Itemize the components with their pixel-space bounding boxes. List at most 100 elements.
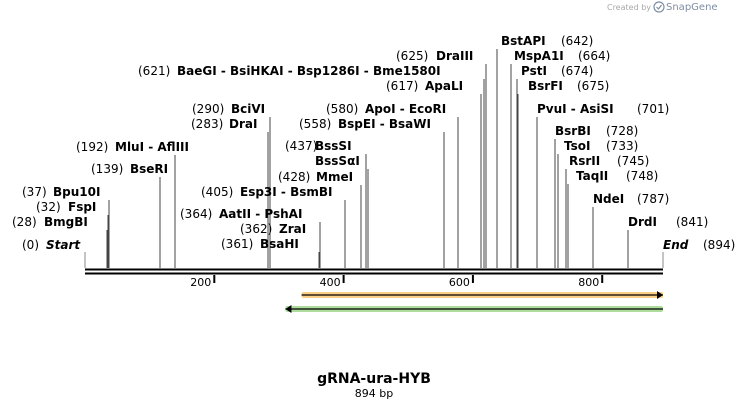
enzyme-name: DrdI	[628, 215, 657, 229]
enzyme-site[interactable]: (617) ApaLI	[386, 79, 463, 93]
enzyme-cut-position: (28)	[12, 215, 37, 229]
cut-site-lines	[84, 49, 664, 268]
enzyme-site[interactable]: (362) ZraI	[240, 222, 306, 236]
enzyme-name: BssSI	[315, 139, 352, 153]
enzyme-name: FspI	[68, 200, 96, 214]
enzyme-site[interactable]: (733) TsoI	[564, 139, 638, 153]
enzyme-cut-position: (674)	[561, 64, 593, 78]
enzyme-site[interactable]: (37) Bpu10I	[22, 185, 100, 199]
enzyme-name: MmeI	[316, 170, 353, 184]
enzyme-name: Bpu10I	[53, 185, 100, 199]
enzyme-cut-position: (32)	[36, 200, 61, 214]
enzyme-site[interactable]: (283) DraI	[191, 117, 257, 131]
enzyme-site[interactable]: (139) BseRI	[91, 162, 168, 176]
orange-feature[interactable]	[301, 291, 663, 299]
sequence-title: gRNA-ura-HYB	[317, 371, 431, 387]
enzyme-name: MluI - AflIII	[115, 140, 189, 154]
enzyme-cut-position: (139)	[91, 162, 123, 176]
enzyme-name: BaeGI - BsiHKAI - Bsp1286I - Bme1580I	[177, 64, 441, 78]
enzyme-labels: (37) Bpu10I(32) FspI (28) BmgBI (192) MluI - A…	[12, 34, 708, 251]
enzyme-name: DraI	[229, 117, 257, 131]
enzyme-cut-position: (428)	[278, 170, 310, 184]
enzyme-cut-position: (701)	[637, 102, 669, 116]
enzyme-name: MspA1I	[514, 49, 564, 63]
enzyme-cut-position: (664)	[578, 49, 610, 63]
enzyme-cut-position: (405)	[201, 185, 233, 199]
enzyme-site[interactable]: (437)BssSI	[285, 139, 352, 153]
enzyme-site[interactable]: BssSαI	[315, 154, 360, 168]
enzyme-cut-position: (192)	[76, 140, 108, 154]
enzyme-site[interactable]: (405) Esp3I - BsmBI	[201, 185, 332, 199]
enzyme-site[interactable]: (621) BaeGI - BsiHKAI - Bsp1286I - Bme158…	[138, 64, 441, 78]
end-position: (894)	[703, 238, 735, 252]
enzyme-cut-position: (361)	[221, 237, 253, 251]
sequence-length: 894 bp	[355, 387, 393, 400]
enzyme-site[interactable]: (701) PvuI - AsiSI	[537, 102, 669, 116]
enzyme-site[interactable]: (558) BspEI - BsaWI	[299, 117, 431, 131]
enzyme-name: Esp3I - BsmBI	[240, 185, 332, 199]
enzyme-site[interactable]: (290) BciVI	[192, 102, 265, 116]
enzyme-site[interactable]: (748) TaqII	[576, 169, 658, 183]
start-position: (0)	[22, 238, 39, 252]
enzyme-name: PstI	[521, 64, 547, 78]
enzyme-cut-position: (617)	[386, 79, 418, 93]
enzyme-name: NdeI	[593, 192, 624, 206]
enzyme-site[interactable]: (745) RsrII	[569, 154, 649, 168]
enzyme-site[interactable]: (28) BmgBI	[12, 215, 88, 229]
enzyme-cut-position: (728)	[606, 124, 638, 138]
enzyme-cut-position: (621)	[138, 64, 170, 78]
enzyme-name: ApoI - EcoRI	[365, 102, 446, 116]
enzyme-cut-position: (748)	[626, 169, 658, 183]
enzyme-cut-position: (290)	[192, 102, 224, 116]
enzyme-site[interactable]: (728) BsrBI	[555, 124, 638, 138]
enzyme-cut-position: (558)	[299, 117, 331, 131]
enzyme-cut-position: (841)	[676, 215, 708, 229]
enzyme-site[interactable]: (787) NdeI	[593, 192, 669, 206]
enzyme-site[interactable]: (192) MluI - AflIII	[76, 140, 189, 154]
enzyme-name: RsrII	[569, 154, 600, 168]
enzyme-name: AatII - PshAI	[219, 207, 302, 221]
green-feature[interactable]	[285, 305, 663, 313]
enzyme-site[interactable]: (642) BstAPI	[501, 34, 593, 48]
enzyme-site[interactable]: (32) FspI	[36, 200, 96, 214]
enzyme-site[interactable]: (674) PstI	[521, 64, 593, 78]
start-label: Start	[46, 238, 81, 252]
enzyme-site[interactable]: (675) BsrFI	[528, 79, 609, 93]
snapgene-brand: Created by SnapGene	[607, 1, 718, 13]
enzyme-site[interactable]: (364) AatII - PshAI	[180, 207, 302, 221]
enzyme-name: BseRI	[130, 162, 168, 176]
enzyme-name: PvuI - AsiSI	[537, 102, 614, 116]
enzyme-cut-position: (675)	[577, 79, 609, 93]
axis-tick-label: 400	[320, 276, 341, 289]
enzyme-site[interactable]: (428) MmeI	[278, 170, 353, 184]
enzyme-cut-position: (364)	[180, 207, 212, 221]
enzyme-cut-position: (745)	[617, 154, 649, 168]
snapgene-name: SnapGene	[666, 2, 718, 13]
enzyme-site[interactable]: (580) ApoI - EcoRI	[326, 102, 446, 116]
enzyme-cut-position: (283)	[191, 117, 223, 131]
axis-tick-label: 200	[190, 276, 211, 289]
enzyme-name: BsaHI	[260, 237, 299, 251]
enzyme-name: BsrFI	[528, 79, 563, 93]
enzyme-name: TsoI	[564, 139, 590, 153]
enzyme-cut-position: (362)	[240, 222, 272, 236]
enzyme-site[interactable]: (841) DrdI	[628, 215, 708, 229]
features	[285, 291, 663, 313]
created-by-text: Created by	[607, 3, 651, 12]
enzyme-cut-position: (625)	[396, 49, 428, 63]
enzyme-name: DraIII	[436, 49, 473, 63]
enzyme-site[interactable]: (625) DraIII	[396, 49, 473, 63]
enzyme-site[interactable]: (361) BsaHI	[221, 237, 299, 251]
enzyme-cut-position: (787)	[637, 192, 669, 206]
start-marker: (0) Start	[22, 238, 81, 252]
enzyme-cut-position: (733)	[606, 139, 638, 153]
feature-arrow-icon	[657, 291, 663, 299]
enzyme-name: ApaLI	[425, 79, 463, 93]
enzyme-site[interactable]: (664) MspA1I	[514, 49, 610, 63]
enzyme-name: BmgBI	[44, 215, 88, 229]
enzyme-cut-position: (580)	[326, 102, 358, 116]
feature-arrow-icon	[285, 305, 292, 313]
axis-tick-label: 600	[449, 276, 470, 289]
axis-tick-label: 800	[578, 276, 599, 289]
